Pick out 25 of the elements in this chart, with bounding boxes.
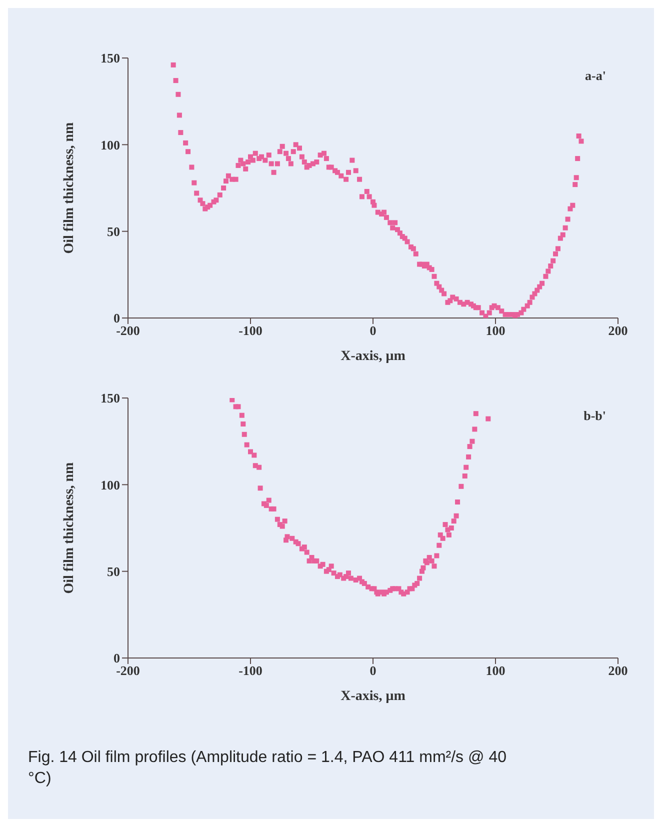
y-tick-label: 50 <box>107 224 120 239</box>
y-tick-label: 100 <box>100 477 120 492</box>
x-tick-label: -200 <box>116 323 140 338</box>
x-axis-title: X-axis, μm <box>340 349 406 364</box>
x-tick-label: -200 <box>116 663 140 678</box>
y-tick-label: 150 <box>100 390 120 406</box>
y-tick-label: 50 <box>107 564 120 579</box>
y-tick-label: 0 <box>114 310 120 326</box>
x-tick-label: -100 <box>238 323 262 338</box>
caption: Fig. 14 Oil film profiles (Amplitude ratio = 1.4, PAO 411 mm²/s @ 40 °C) <box>28 748 508 789</box>
y-tick-label: 100 <box>100 137 120 152</box>
x-tick-label: 0 <box>370 323 376 338</box>
y-tick-label: 150 <box>100 50 120 66</box>
x-tick-label: 200 <box>608 663 628 678</box>
annotation: a-a' <box>585 68 606 84</box>
y-axis-title: Oil film thickness, nm <box>62 462 77 594</box>
x-tick-label: 200 <box>608 323 628 338</box>
x-tick-label: 0 <box>370 663 376 678</box>
x-tick-label: -100 <box>238 663 262 678</box>
y-axis-title: Oil film thickness, nm <box>62 122 77 254</box>
x-axis-title: X-axis, μm <box>340 689 406 704</box>
annotation: b-b' <box>584 408 606 424</box>
x-tick-label: 100 <box>486 663 506 678</box>
x-tick-label: 100 <box>486 323 506 338</box>
y-tick-label: 0 <box>114 650 120 666</box>
